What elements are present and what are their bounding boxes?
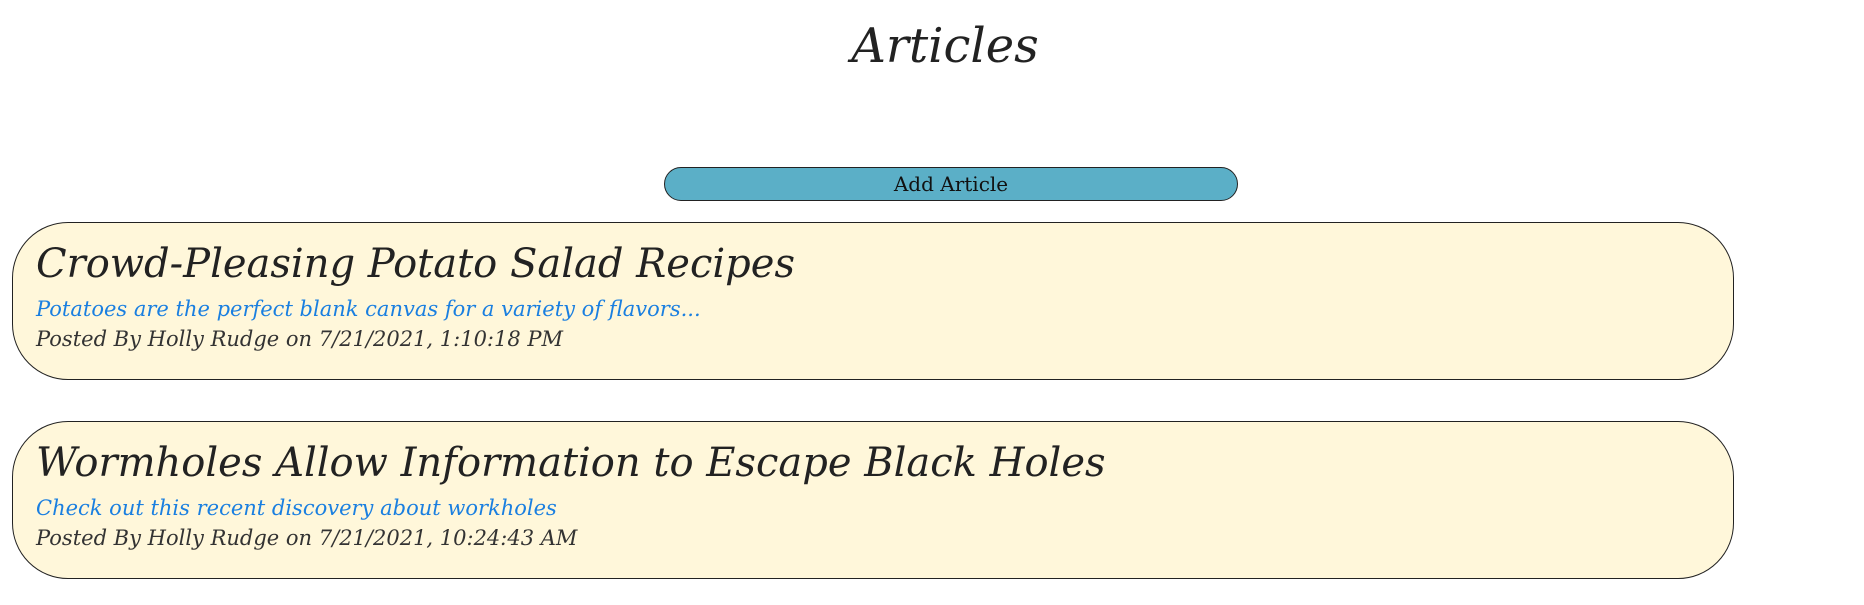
article-title: Wormholes Allow Information to Escape Bl…: [36, 440, 1106, 486]
article-meta: Posted By Holly Rudge on 7/21/2021, 10:2…: [36, 526, 578, 550]
article-summary-link[interactable]: Check out this recent discovery about wo…: [36, 496, 557, 520]
article-card: Crowd-Pleasing Potato Salad Recipes Pota…: [12, 222, 1734, 380]
article-title: Crowd-Pleasing Potato Salad Recipes: [36, 241, 795, 287]
article-meta: Posted By Holly Rudge on 7/21/2021, 1:10…: [36, 327, 564, 351]
add-article-button[interactable]: Add Article: [664, 167, 1238, 201]
article-card: Wormholes Allow Information to Escape Bl…: [12, 421, 1734, 579]
page-title: Articles: [851, 18, 1039, 74]
article-summary-link[interactable]: Potatoes are the perfect blank canvas fo…: [36, 297, 701, 321]
